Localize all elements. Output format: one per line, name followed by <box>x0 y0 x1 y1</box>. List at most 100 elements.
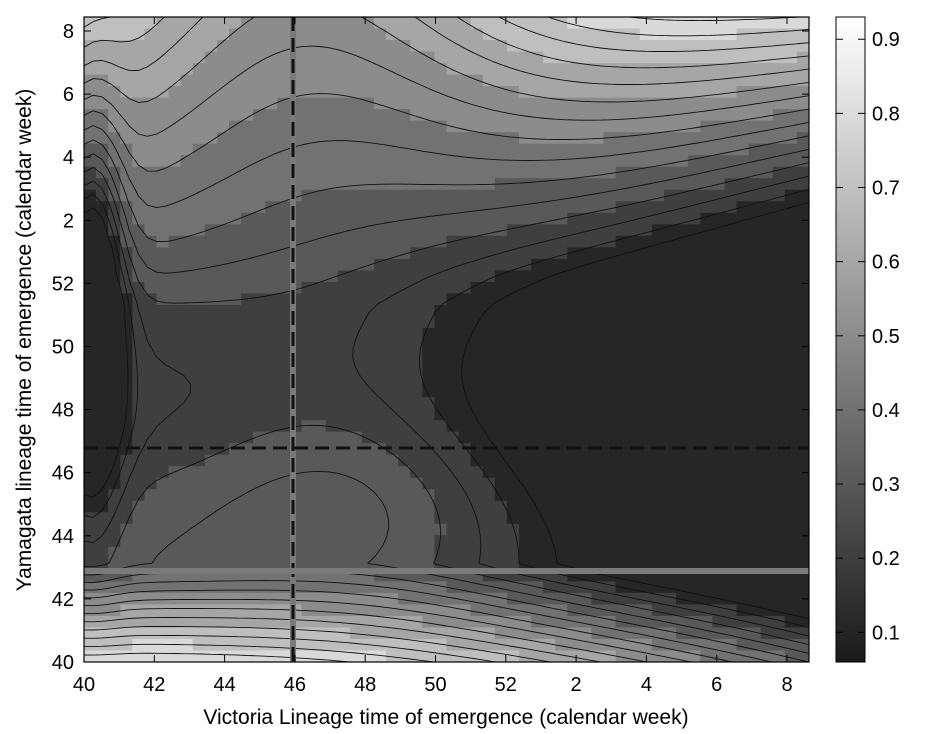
contour-cell <box>361 212 375 225</box>
contour-cell <box>204 247 218 260</box>
contour-cell <box>192 132 206 145</box>
contour-cell <box>519 408 532 421</box>
contour-cell <box>96 28 109 41</box>
contour-cell <box>349 63 363 76</box>
contour-cell <box>796 97 809 110</box>
contour-cell <box>482 638 496 652</box>
contour-cell <box>229 397 242 410</box>
contour-cell <box>84 339 97 352</box>
contour-cell <box>700 155 713 168</box>
contour-cell <box>253 535 266 548</box>
contour-cell <box>531 270 544 283</box>
contour-cell <box>386 258 399 271</box>
contour-cell <box>192 155 206 168</box>
contour-cell <box>434 201 448 214</box>
contour-cell <box>494 155 508 168</box>
contour-cell <box>108 500 121 513</box>
contour-cell <box>796 477 809 490</box>
contour-cell <box>422 615 436 629</box>
contour-cell <box>168 431 182 444</box>
contour-cell <box>216 63 230 76</box>
contour-cell <box>120 546 133 559</box>
contour-cell <box>482 189 496 202</box>
contour-cell <box>531 247 544 260</box>
contour-cell <box>337 247 351 260</box>
contour-cell <box>410 74 423 87</box>
contour-cell <box>180 316 194 329</box>
contour-cell <box>772 74 786 87</box>
contour-cell <box>156 212 170 225</box>
contour-cell <box>434 17 448 30</box>
contour-cell <box>120 258 133 271</box>
contour-cell <box>132 420 146 433</box>
contour-cell <box>325 477 339 490</box>
contour-cell <box>446 627 460 640</box>
contour-cell <box>229 431 242 444</box>
contour-cell <box>204 523 218 536</box>
contour-cell <box>748 40 762 53</box>
contour-cell <box>84 397 97 410</box>
contour-cell <box>688 212 701 225</box>
contour-cell <box>664 120 677 133</box>
contour-cell <box>543 558 556 571</box>
contour-cell <box>132 408 146 421</box>
contour-cell <box>784 40 798 53</box>
contour-cell <box>132 615 146 629</box>
contour-cell <box>84 270 97 283</box>
contour-cell <box>603 189 617 202</box>
contour-cell <box>265 431 278 444</box>
contour-cell <box>313 489 327 502</box>
contour-cell <box>700 97 713 110</box>
contour-cell <box>784 546 798 559</box>
contour-cell <box>615 166 629 179</box>
contour-cell <box>446 109 460 122</box>
contour-cell <box>301 212 315 225</box>
contour-cell <box>772 293 786 306</box>
contour-cell <box>192 97 206 110</box>
contour-cell <box>325 408 339 421</box>
contour-cell <box>651 604 665 617</box>
contour-cell <box>216 454 230 467</box>
contour-cell <box>192 512 206 525</box>
contour-cell <box>337 650 351 662</box>
contour-cell <box>531 454 544 467</box>
contour-cell <box>603 74 617 87</box>
contour-cell <box>313 385 327 398</box>
contour-cell <box>724 120 738 133</box>
contour-cell <box>192 74 206 87</box>
contour-cell <box>543 224 556 237</box>
contour-cell <box>627 592 641 606</box>
contour-cell <box>241 535 254 548</box>
contour-cell <box>229 535 242 548</box>
contour-cell <box>446 339 460 352</box>
contour-cell <box>301 558 315 571</box>
contour-cell <box>676 408 689 421</box>
x-tick-label: 2 <box>571 674 582 696</box>
contour-cell <box>180 247 194 260</box>
contour-cell <box>712 293 726 306</box>
contour-cell <box>337 304 351 318</box>
contour-cell <box>120 362 133 375</box>
contour-cell <box>760 420 774 433</box>
contour-cell <box>144 86 158 99</box>
contour-cell <box>229 74 242 87</box>
contour-cell <box>180 408 194 421</box>
contour-cell <box>144 327 158 341</box>
contour-cell <box>639 627 653 640</box>
contour-cell <box>519 201 532 214</box>
contour-cell <box>192 581 206 594</box>
contour-cell <box>216 604 230 617</box>
contour-cell <box>229 581 242 594</box>
contour-cell <box>349 454 363 467</box>
contour-cell <box>688 74 701 87</box>
contour-cell <box>120 581 133 594</box>
contour-cell <box>688 86 701 99</box>
contour-cell <box>398 281 411 295</box>
contour-cell <box>422 86 436 99</box>
contour-cell <box>374 109 387 122</box>
contour-cell <box>639 189 653 202</box>
contour-cell <box>192 615 206 629</box>
contour-cell <box>265 327 278 341</box>
contour-cell <box>531 546 544 559</box>
contour-cell <box>712 385 726 398</box>
